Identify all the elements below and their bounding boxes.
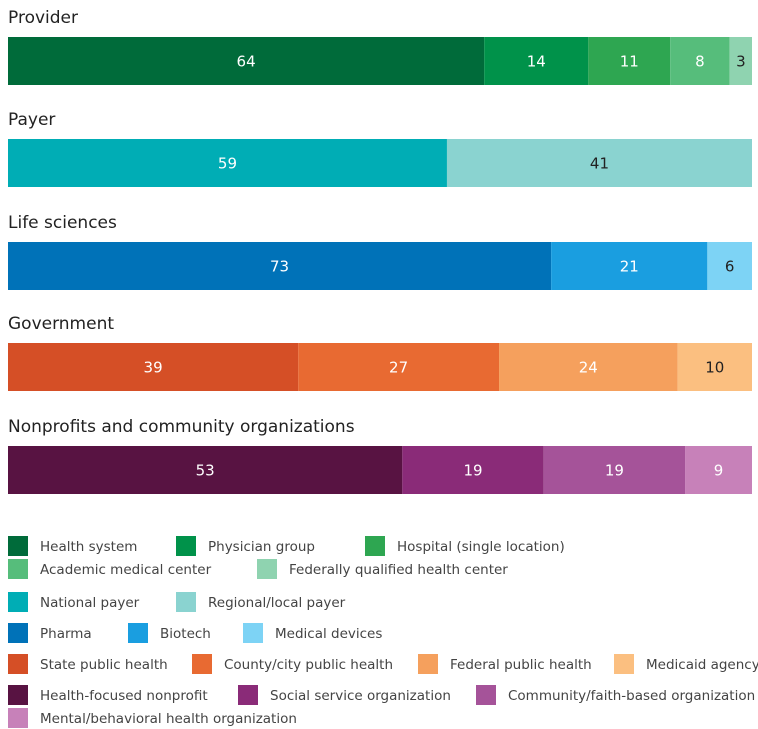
- chart-title: Government: [8, 314, 114, 334]
- legend-swatch: [243, 623, 263, 643]
- data-label: 6: [725, 258, 735, 276]
- legend-swatch: [257, 559, 277, 579]
- data-label: 64: [237, 53, 256, 71]
- data-label: 21: [620, 258, 639, 276]
- bar-segment: [588, 37, 671, 85]
- data-label: 41: [590, 155, 609, 173]
- bar-segment: [8, 139, 447, 187]
- legend-swatch: [238, 685, 258, 705]
- legend-label: Medical devices: [275, 626, 382, 642]
- data-label: 53: [196, 462, 215, 480]
- data-label: 27: [389, 359, 408, 377]
- legend-swatch: [8, 559, 28, 579]
- legend-label: Pharma: [40, 626, 92, 642]
- legend-swatch: [614, 654, 634, 674]
- legend-swatch: [8, 685, 28, 705]
- legend-swatch: [192, 654, 212, 674]
- legend-swatch: [8, 654, 28, 674]
- legend-label: National payer: [40, 595, 140, 611]
- bar-segment: [551, 242, 708, 290]
- legend-swatch: [128, 623, 148, 643]
- bar-segment: [8, 343, 299, 391]
- bar-segment: [499, 343, 678, 391]
- legend-swatch: [176, 592, 196, 612]
- legend-label: Social service organization: [270, 688, 451, 704]
- bar-segment: [707, 242, 752, 290]
- data-label: 39: [144, 359, 163, 377]
- chart-title: Provider: [8, 8, 78, 28]
- data-label: 19: [463, 462, 482, 480]
- legend-label: Federal public health: [450, 657, 592, 673]
- legend-swatch: [365, 536, 385, 556]
- chart-title: Life sciences: [8, 213, 117, 233]
- legend-swatch: [176, 536, 196, 556]
- bar-segment: [8, 446, 403, 494]
- bar-segment: [8, 37, 485, 85]
- legend-label: Mental/behavioral health organization: [40, 711, 297, 727]
- chart-title: Payer: [8, 110, 55, 130]
- data-label: 59: [218, 155, 237, 173]
- bar-segment: [8, 242, 552, 290]
- legend-label: Regional/local payer: [208, 595, 346, 611]
- bar-segment: [543, 446, 686, 494]
- bar-segment: [484, 37, 589, 85]
- data-label: 19: [605, 462, 624, 480]
- legend-swatch: [8, 536, 28, 556]
- legend-label: Community/faith-based organization: [508, 688, 755, 704]
- bar-segment: [685, 446, 752, 494]
- data-label: 9: [714, 462, 724, 480]
- legend-label: Federally qualified health center: [289, 562, 508, 578]
- legend-label: Physician group: [208, 539, 315, 555]
- legend-swatch: [8, 708, 28, 728]
- bar-segment: [677, 343, 752, 391]
- legend-label: Health system: [40, 539, 137, 555]
- legend-label: Academic medical center: [40, 562, 212, 578]
- legend-label: Health-focused nonprofit: [40, 688, 208, 704]
- legend-label: County/city public health: [224, 657, 393, 673]
- legend-label: Hospital (single location): [397, 539, 565, 555]
- bar-segment: [729, 37, 752, 85]
- data-label: 73: [270, 258, 289, 276]
- data-label: 10: [705, 359, 724, 377]
- data-label: 14: [527, 53, 546, 71]
- data-label: 24: [579, 359, 598, 377]
- bar-segment: [402, 446, 544, 494]
- bar-segment: [670, 37, 730, 85]
- legend-swatch: [476, 685, 496, 705]
- data-label: 11: [620, 53, 639, 71]
- bar-segment: [298, 343, 500, 391]
- legend-swatch: [8, 592, 28, 612]
- data-label: 3: [736, 53, 746, 71]
- legend-label: Biotech: [160, 626, 211, 642]
- legend-swatch: [418, 654, 438, 674]
- bar-segment: [446, 139, 752, 187]
- legend-swatch: [8, 623, 28, 643]
- legend-label: Medicaid agency: [646, 657, 758, 673]
- legend-label: State public health: [40, 657, 168, 673]
- chart-title: Nonprofits and community organizations: [8, 417, 355, 437]
- data-label: 8: [695, 53, 705, 71]
